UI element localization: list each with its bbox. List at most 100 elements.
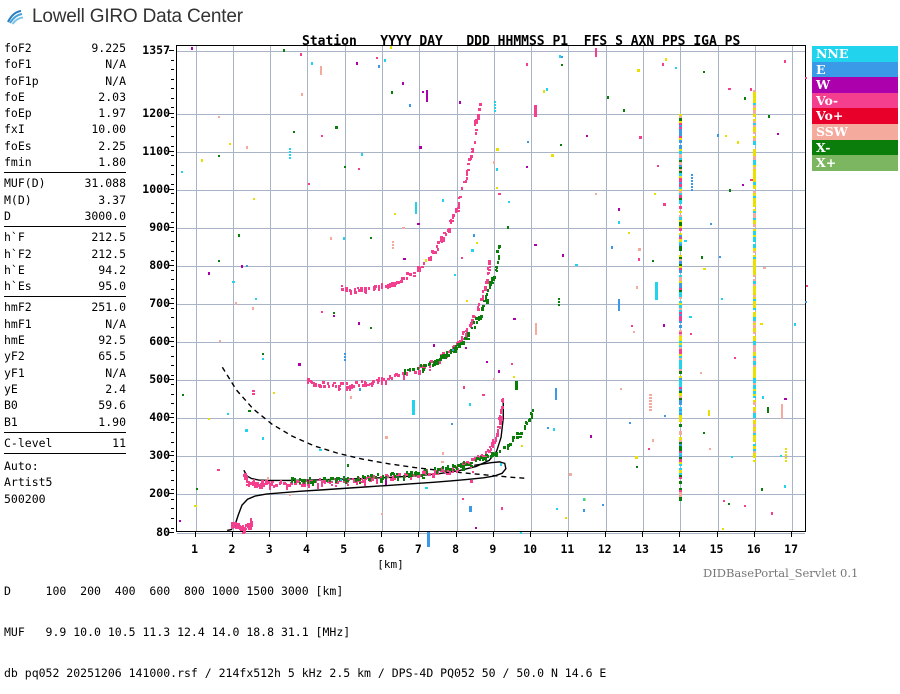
- echo-point: [456, 470, 459, 474]
- y-axis-minor-tick: [171, 155, 174, 157]
- echo-point: [499, 463, 502, 466]
- echo-point: [496, 434, 499, 438]
- legend-item-nne[interactable]: NNE: [812, 46, 898, 62]
- param-value: 92.5: [98, 333, 126, 348]
- echo-point: [494, 439, 497, 443]
- echo-point: [422, 473, 425, 477]
- y-axis-minor-tick: [171, 78, 174, 80]
- ionogram-plot[interactable]: [176, 45, 808, 547]
- echo-point: [557, 303, 561, 307]
- echo-point: [384, 380, 387, 383]
- echo-point: [402, 374, 405, 378]
- echo-point: [525, 421, 528, 425]
- echo-point: [349, 292, 352, 296]
- echo-point: [451, 468, 454, 471]
- param-row-mufd: MUF(D) 31.088: [4, 175, 126, 191]
- echo-point: [753, 204, 757, 207]
- echo-point: [678, 292, 682, 295]
- echo-point: [422, 476, 425, 479]
- echo-point: [753, 274, 757, 278]
- echo-point: [783, 60, 786, 63]
- echo-point: [422, 90, 425, 93]
- echo-point: [753, 406, 757, 410]
- echo-point: [230, 525, 234, 528]
- echo-point: [465, 170, 469, 174]
- echo-point: [493, 103, 497, 107]
- echo-point: [484, 285, 487, 289]
- legend-item-x[interactable]: X+: [812, 155, 898, 171]
- echo-point: [601, 503, 604, 507]
- legend-item-x[interactable]: X-: [812, 139, 898, 156]
- echo-point: [462, 340, 465, 344]
- param-row-foes: foEs 2.25: [4, 138, 126, 154]
- echo-point: [381, 478, 385, 481]
- echo-point: [639, 136, 642, 139]
- echo-point: [678, 219, 682, 222]
- gridline-vertical: [792, 46, 794, 531]
- echo-point: [628, 421, 632, 425]
- echo-point: [486, 292, 489, 296]
- echo-point: [410, 477, 413, 480]
- echo-point: [438, 468, 441, 472]
- echo-point: [617, 305, 621, 308]
- param-key: fxI: [4, 122, 25, 137]
- echo-point: [784, 456, 788, 460]
- echo-point: [441, 466, 445, 470]
- echo-point: [313, 479, 316, 483]
- echo-point: [419, 364, 423, 368]
- echo-point: [678, 496, 682, 500]
- echo-point: [495, 454, 498, 458]
- echo-point: [637, 69, 640, 72]
- echo-point: [455, 208, 458, 211]
- echo-point: [585, 134, 588, 138]
- echo-point: [466, 330, 469, 334]
- echo-point: [498, 244, 501, 248]
- echo-point: [678, 395, 682, 398]
- echo-point: [451, 470, 454, 473]
- y-axis-minor-tick: [171, 460, 174, 462]
- y-axis-minor-tick: [171, 241, 174, 242]
- legend-item-ssw[interactable]: SSW: [812, 123, 898, 140]
- echo-point: [678, 217, 682, 220]
- param-row-fof2: foF2 9.225: [4, 40, 126, 56]
- echo-point: [397, 373, 400, 377]
- legend-item-e[interactable]: E: [812, 61, 898, 78]
- echo-point: [308, 481, 312, 485]
- echo-point: [268, 485, 271, 488]
- echo-point: [766, 407, 770, 410]
- echo-point: [678, 186, 682, 189]
- echo-point: [346, 483, 350, 487]
- echo-point: [297, 479, 300, 483]
- echo-point: [434, 469, 437, 473]
- echo-point: [493, 161, 496, 164]
- legend-item-vo[interactable]: Vo+: [812, 108, 898, 124]
- echo-point: [419, 146, 422, 149]
- legend-item-w[interactable]: W: [812, 77, 898, 93]
- echo-point: [397, 281, 400, 285]
- echo-point: [488, 263, 491, 266]
- echo-point: [690, 188, 694, 192]
- echo-point: [753, 367, 757, 370]
- echo-point: [438, 361, 442, 365]
- echo-point: [678, 283, 682, 286]
- echo-point: [753, 105, 757, 108]
- echo-point: [292, 130, 295, 133]
- echo-point: [424, 364, 428, 368]
- legend-item-vo[interactable]: Vo-: [812, 92, 898, 109]
- echo-point: [678, 199, 682, 203]
- echo-point: [294, 478, 297, 482]
- echo-point: [663, 203, 666, 206]
- echo-point: [442, 236, 446, 240]
- echo-point: [753, 270, 757, 273]
- echo-point: [534, 243, 537, 247]
- echo-point: [312, 381, 316, 385]
- echo-point: [247, 524, 251, 528]
- echo-point: [632, 330, 635, 334]
- echo-point: [450, 218, 453, 222]
- x-axis-tick-label: 16: [746, 542, 761, 556]
- echo-point: [272, 392, 276, 395]
- echo-point: [393, 478, 396, 481]
- echo-point: [678, 125, 682, 128]
- echo-point: [561, 63, 564, 67]
- x-axis-tick-mark: [231, 532, 233, 537]
